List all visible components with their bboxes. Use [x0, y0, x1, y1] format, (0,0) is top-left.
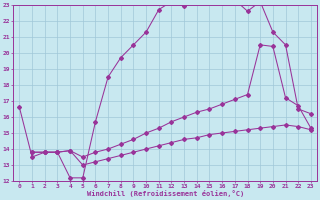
X-axis label: Windchill (Refroidissement éolien,°C): Windchill (Refroidissement éolien,°C) [86, 190, 244, 197]
